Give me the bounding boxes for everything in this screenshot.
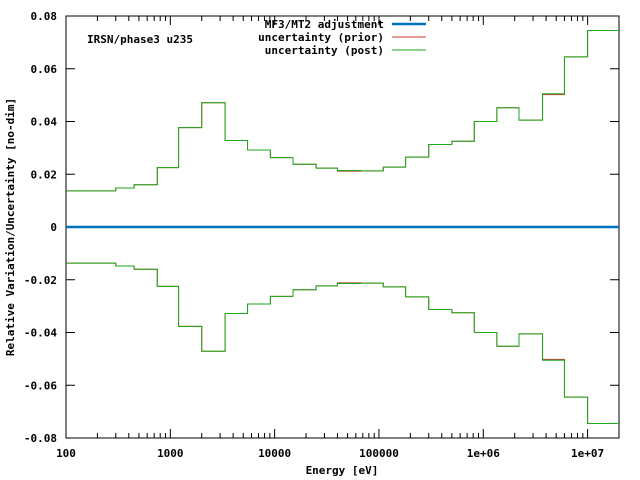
series-post-lower: [66, 262, 619, 424]
y-tick-label: 0.02: [31, 168, 58, 181]
x-tick-label: 1e+07: [571, 447, 604, 460]
annotation-text: IRSN/phase3 u235: [87, 33, 193, 46]
x-tick-label: 1000: [157, 447, 184, 460]
y-tick-label: -0.04: [24, 327, 57, 340]
y-tick-label: 0: [50, 221, 57, 234]
y-tick-label: -0.02: [24, 274, 57, 287]
series-post-upper: [66, 30, 619, 192]
legend-label: MF3/MT2 adjustment: [265, 18, 384, 31]
y-tick-label: -0.06: [24, 379, 57, 392]
legend-label: uncertainty (post): [265, 44, 384, 57]
x-tick-label: 100: [56, 447, 76, 460]
y-tick-label: 0.06: [31, 63, 58, 76]
x-axis-ticks: 100 1000 10000 100000 1e+06 1e+07: [56, 16, 620, 460]
y-tick-label: 0.08: [31, 10, 58, 23]
x-tick-label: 1e+06: [467, 447, 500, 460]
x-tick-label: 100000: [359, 447, 399, 460]
y-tick-label: 0.04: [31, 116, 58, 129]
series-prior-lower: [66, 262, 619, 424]
series-layer: [66, 30, 619, 424]
x-tick-label: 10000: [258, 447, 291, 460]
y-axis-label: Relative Variation/Uncertainty [no-dim]: [4, 98, 17, 356]
y-tick-label: -0.08: [24, 432, 57, 445]
y-axis-ticks: 0.08 0.06 0.04 0.02 0 -0.02 -0.04 -0.06 -0.08: [24, 10, 619, 445]
x-axis-label: Energy [eV]: [306, 464, 379, 477]
legend-label: uncertainty (prior): [258, 31, 384, 44]
